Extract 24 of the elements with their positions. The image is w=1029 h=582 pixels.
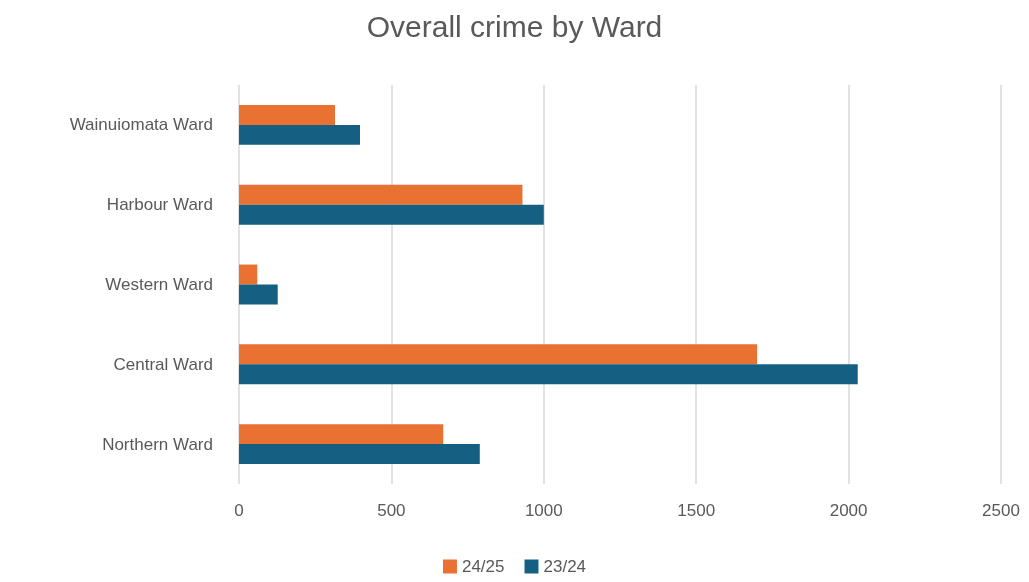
y-tick-label: Northern Ward <box>102 434 213 454</box>
x-tick-label: 2500 <box>982 501 1020 520</box>
x-tick-label: 1000 <box>524 501 563 520</box>
bar <box>239 184 523 205</box>
bar <box>239 284 278 305</box>
bar <box>239 104 336 125</box>
x-tick-label: 1500 <box>677 501 716 520</box>
bar <box>239 364 858 385</box>
y-tick-label: Wainuiomata Ward <box>69 115 213 135</box>
bar <box>239 204 544 225</box>
legend-label: 23/24 <box>543 557 587 576</box>
y-tick-label: Central Ward <box>113 354 213 374</box>
bar <box>239 444 480 465</box>
y-tick-label: Harbour Ward <box>106 195 213 215</box>
x-tick-label: 0 <box>234 501 244 520</box>
legend-label: 24/25 <box>461 557 505 576</box>
chart-title: Overall crime by Ward <box>366 9 663 43</box>
y-tick-label: Western Ward <box>105 275 213 294</box>
bar <box>239 344 758 365</box>
bar <box>239 264 258 285</box>
x-tick-label: 500 <box>377 501 406 520</box>
x-tick-label: 2000 <box>829 501 868 520</box>
bar <box>239 424 444 445</box>
bar <box>239 124 361 145</box>
